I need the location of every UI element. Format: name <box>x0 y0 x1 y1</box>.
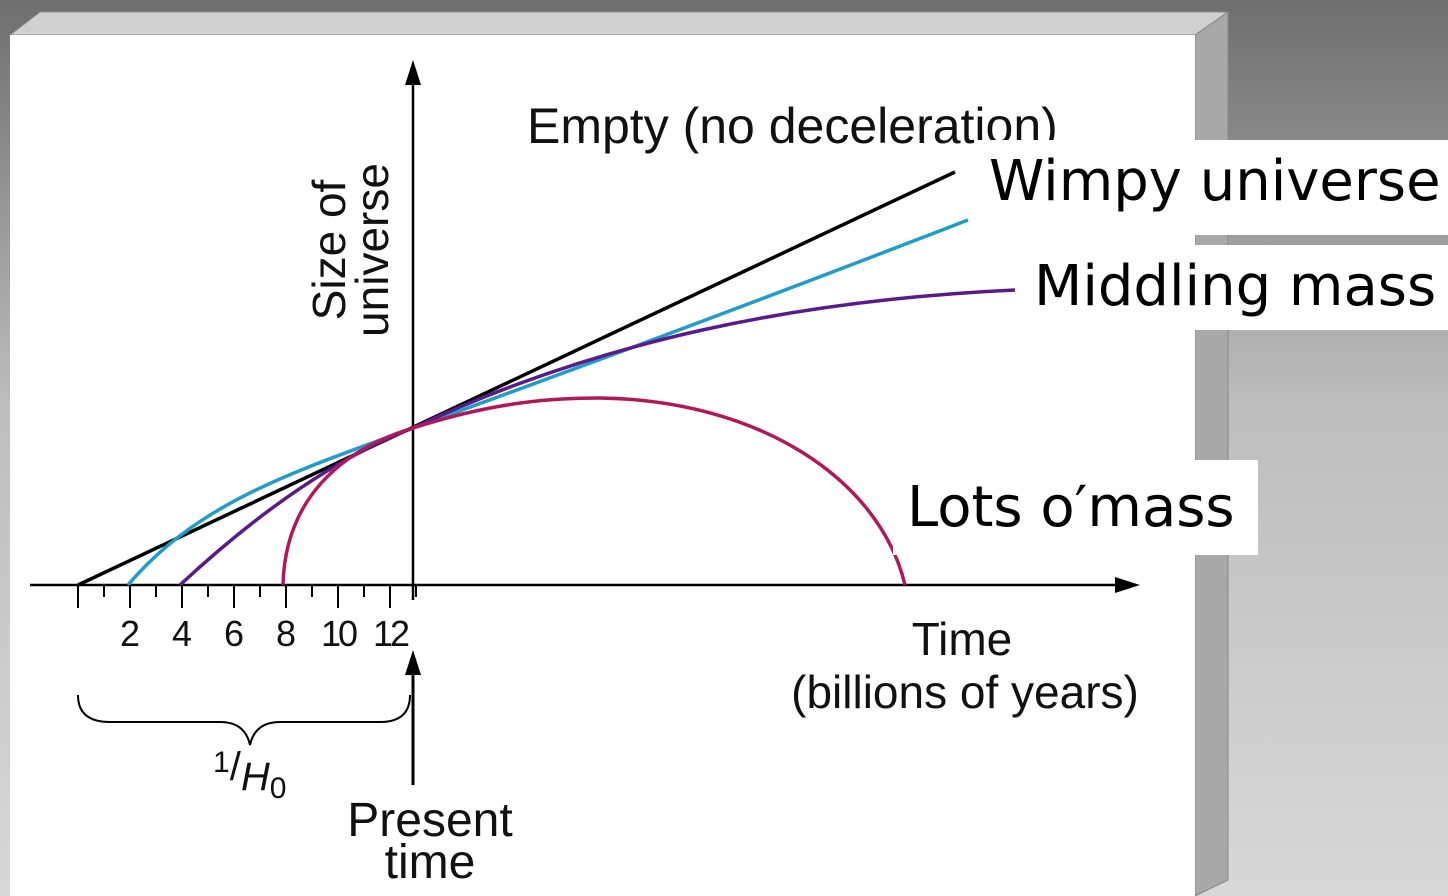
x-tick-label: 6 <box>224 613 244 654</box>
y-label: universe <box>346 163 398 337</box>
present-label: time <box>385 836 476 889</box>
x-tick-label: 10 <box>321 613 357 654</box>
lots-curve <box>281 396 907 586</box>
x-arrow <box>1115 577 1140 593</box>
middling-label: Middling mass <box>1020 245 1448 330</box>
axes <box>30 60 1140 600</box>
x-label: Time <box>912 613 1013 665</box>
x-tick-label: 4 <box>172 613 192 654</box>
empty-label: Empty (no deceleration) <box>527 98 1058 154</box>
x-tick-label: 12 <box>373 613 409 654</box>
x-tick-label: 8 <box>276 613 296 654</box>
hubble-slash: / <box>230 745 242 789</box>
hubble-h: H <box>241 755 270 799</box>
panel-bevel-top <box>8 11 1230 36</box>
middling-curve <box>178 288 1016 587</box>
wimpy-curve <box>126 218 969 587</box>
wimpy-label: Wimpy universe <box>975 140 1448 235</box>
hubble-num: 1 <box>213 746 230 779</box>
curves <box>77 170 1016 587</box>
present-label: Present <box>347 794 512 847</box>
present-arrowhead <box>405 650 421 675</box>
x-label: (billions of years) <box>791 666 1139 718</box>
y-arrow <box>405 60 421 85</box>
empty-curve <box>77 170 956 587</box>
x-tick-label: 2 <box>120 613 140 654</box>
hubble-sub: 0 <box>270 772 287 805</box>
lots-label: Lots o′mass <box>893 460 1258 555</box>
y-label: Size of <box>303 179 355 320</box>
hubble-label: 1/H0 <box>213 745 286 805</box>
brace <box>77 694 411 746</box>
